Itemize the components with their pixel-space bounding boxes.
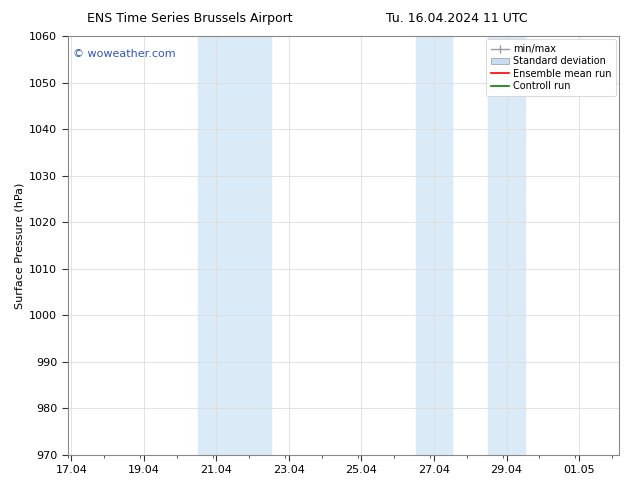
Text: Tu. 16.04.2024 11 UTC: Tu. 16.04.2024 11 UTC: [385, 12, 527, 25]
Y-axis label: Surface Pressure (hPa): Surface Pressure (hPa): [15, 182, 25, 309]
Bar: [416, 36, 452, 455]
Bar: [198, 36, 271, 455]
Bar: [488, 36, 525, 455]
Text: © woweather.com: © woweather.com: [73, 49, 176, 59]
Text: ENS Time Series Brussels Airport: ENS Time Series Brussels Airport: [87, 12, 293, 25]
Legend: min/max, Standard deviation, Ensemble mean run, Controll run: min/max, Standard deviation, Ensemble me…: [486, 39, 616, 96]
